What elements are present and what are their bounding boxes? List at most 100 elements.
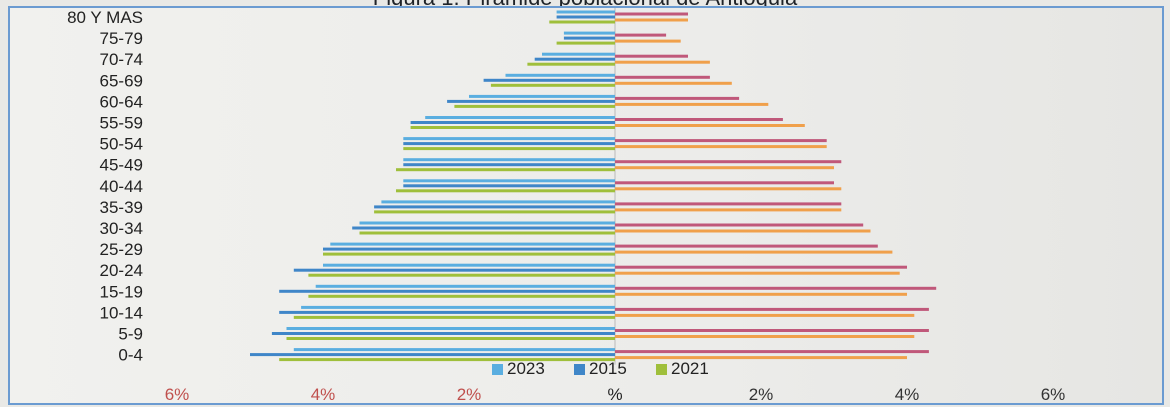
bar-male-2021-15-19 bbox=[615, 292, 907, 296]
bar-male-2023-45-49 bbox=[615, 160, 842, 164]
legend-label-2023: 2023 bbox=[507, 359, 545, 378]
bar-male-2021-5-9 bbox=[615, 335, 915, 338]
bar-male-2023-10-14 bbox=[615, 307, 929, 311]
bar-2023-65-69 bbox=[505, 73, 615, 77]
bar-2015-50-54 bbox=[403, 142, 615, 146]
bar-2021-80 Y MAS bbox=[549, 20, 615, 24]
bar-2015-45-49 bbox=[403, 163, 615, 167]
age-label-5-9: 5-9 bbox=[118, 325, 143, 344]
bar-male-2021-10-14 bbox=[615, 313, 915, 317]
bar-2015-15-19 bbox=[279, 289, 615, 293]
bar-2015-40-44 bbox=[403, 184, 615, 188]
age-label-0-4: 0-4 bbox=[118, 346, 143, 365]
bar-2023-45-49 bbox=[403, 158, 615, 162]
bar-2023-40-44 bbox=[403, 179, 615, 183]
bar-2023-75-79 bbox=[563, 31, 615, 35]
x-tick-label-2%: 2% bbox=[457, 385, 482, 404]
bar-male-2021-60-64 bbox=[615, 102, 769, 106]
chart-frame: 0-4 5-9 10-14 15-19 20-24 25-29 30-34 35-39 40-4… bbox=[8, 6, 1164, 405]
bar-2021-40-44 bbox=[396, 189, 615, 193]
bar-2015-30-34 bbox=[352, 226, 615, 230]
bar-2015-35-39 bbox=[374, 205, 615, 209]
bar-male-2023-0-4 bbox=[615, 350, 929, 354]
bar-male-2023-65-69 bbox=[615, 75, 710, 79]
bar-male-2021-75-79 bbox=[615, 39, 681, 43]
bar-2015-20-24 bbox=[293, 268, 615, 272]
x-tick-label-6%: 6% bbox=[165, 385, 190, 404]
bar-2023-55-59 bbox=[425, 116, 615, 119]
x-tick-label-4%: 4% bbox=[311, 385, 336, 404]
bar-male-2021-0-4 bbox=[615, 356, 907, 360]
bar-2015-55-59 bbox=[410, 121, 615, 124]
legend-swatch-2015 bbox=[574, 364, 585, 375]
bar-male-2021-25-29 bbox=[615, 250, 893, 254]
age-label-40-44: 40-44 bbox=[100, 177, 143, 196]
bar-2021-15-19 bbox=[308, 294, 615, 298]
bar-male-2021-35-39 bbox=[615, 208, 842, 212]
bar-2021-10-14 bbox=[293, 315, 615, 319]
bar-male-2023-40-44 bbox=[615, 181, 834, 185]
bar-2023-25-29 bbox=[330, 242, 615, 246]
legend-label-2015: 2015 bbox=[589, 359, 627, 378]
bar-2015-75-79 bbox=[563, 36, 615, 40]
age-label-10-14: 10-14 bbox=[100, 303, 143, 322]
bar-2021-35-39 bbox=[374, 210, 615, 214]
bar-male-2023-75-79 bbox=[615, 33, 667, 37]
bar-2015-5-9 bbox=[271, 332, 615, 335]
page-title: Figura 1. Pirámide poblacional de Antioq… bbox=[0, 0, 1170, 10]
age-label-75-79: 75-79 bbox=[100, 29, 143, 48]
age-label-70-74: 70-74 bbox=[100, 50, 143, 69]
x-tick-label-%: % bbox=[607, 385, 622, 404]
x-tick-label-4%: 4% bbox=[895, 385, 920, 404]
bar-male-2023-50-54 bbox=[615, 139, 827, 143]
bar-2021-20-24 bbox=[308, 273, 615, 277]
bar-male-2021-80 Y MAS bbox=[615, 18, 688, 22]
bar-2021-65-69 bbox=[490, 83, 615, 87]
legend-swatch-2021 bbox=[656, 364, 667, 375]
bar-male-2023-15-19 bbox=[615, 286, 937, 290]
bar-2023-80 Y MAS bbox=[556, 10, 615, 14]
bar-male-2023-80 Y MAS bbox=[615, 12, 688, 16]
legend-label-2021: 2021 bbox=[671, 359, 709, 378]
bar-2023-0-4 bbox=[293, 348, 615, 352]
bar-male-2021-70-74 bbox=[615, 60, 710, 64]
bar-male-2023-55-59 bbox=[615, 118, 783, 121]
bar-2021-30-34 bbox=[359, 231, 615, 235]
x-tick-label-2%: 2% bbox=[749, 385, 774, 404]
bar-male-2023-70-74 bbox=[615, 54, 688, 58]
bar-2023-30-34 bbox=[359, 221, 615, 225]
bar-2023-10-14 bbox=[301, 305, 615, 309]
bar-2015-70-74 bbox=[534, 57, 615, 61]
bar-2021-50-54 bbox=[403, 147, 615, 151]
bar-male-2021-30-34 bbox=[615, 229, 871, 233]
age-label-45-49: 45-49 bbox=[100, 156, 143, 175]
bar-2023-15-19 bbox=[315, 284, 615, 288]
age-label-25-29: 25-29 bbox=[100, 240, 143, 259]
population-pyramid-chart: 0-4 5-9 10-14 15-19 20-24 25-29 30-34 35-39 40-4… bbox=[67, 8, 1066, 404]
bar-2015-25-29 bbox=[323, 247, 615, 251]
bar-2015-65-69 bbox=[483, 78, 615, 82]
bar-2023-70-74 bbox=[542, 52, 615, 56]
bar-male-2021-55-59 bbox=[615, 124, 805, 127]
age-label-80 Y MAS: 80 Y MAS bbox=[67, 8, 143, 27]
bar-2021-45-49 bbox=[396, 168, 615, 172]
bar-2021-25-29 bbox=[323, 252, 615, 256]
bar-2023-60-64 bbox=[469, 94, 615, 98]
bar-male-2023-5-9 bbox=[615, 329, 929, 332]
age-label-30-34: 30-34 bbox=[100, 219, 143, 238]
bar-2015-60-64 bbox=[447, 99, 615, 103]
age-label-60-64: 60-64 bbox=[100, 92, 143, 111]
bar-2023-20-24 bbox=[323, 263, 615, 267]
bar-2021-0-4 bbox=[279, 358, 615, 362]
bar-male-2021-45-49 bbox=[615, 166, 834, 170]
bar-2023-50-54 bbox=[403, 137, 615, 141]
bar-male-2023-20-24 bbox=[615, 265, 907, 269]
bar-2015-0-4 bbox=[250, 353, 615, 357]
bar-2015-80 Y MAS bbox=[556, 15, 615, 19]
bar-2021-5-9 bbox=[286, 337, 615, 340]
x-tick-label-6%: 6% bbox=[1041, 385, 1066, 404]
bar-2015-10-14 bbox=[279, 310, 615, 314]
bar-male-2021-50-54 bbox=[615, 145, 827, 149]
bar-2021-55-59 bbox=[410, 126, 615, 129]
legend-swatch-2023 bbox=[492, 364, 503, 375]
